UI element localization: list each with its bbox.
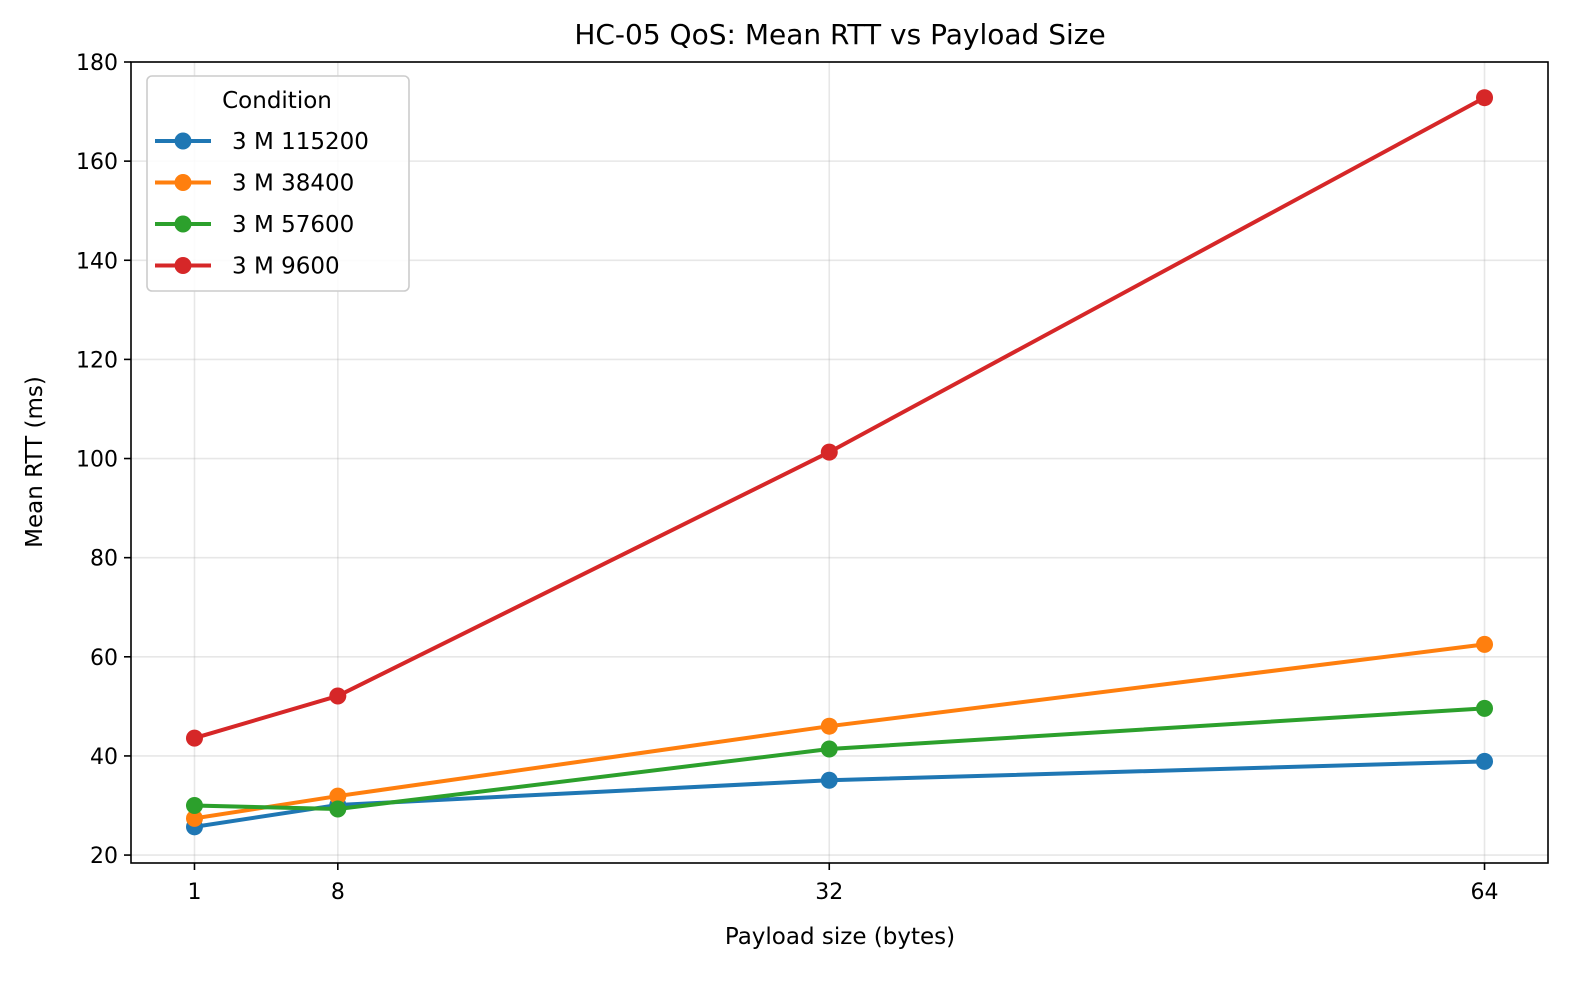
legend-title: Condition — [222, 88, 332, 114]
y-axis: 20 40 60 80 100 120 140 160 180 — [76, 51, 131, 869]
series-line — [192, 759, 1487, 830]
data-point — [329, 787, 347, 805]
x-tick-label: 8 — [331, 880, 345, 905]
series-layer — [185, 89, 1494, 836]
legend-swatch-marker — [174, 132, 192, 150]
data-point — [820, 717, 838, 735]
legend-swatch-marker — [174, 257, 192, 274]
legend-swatch-marker — [174, 174, 192, 191]
legend-entry: 3 M 57600 — [155, 212, 354, 238]
data-point — [820, 740, 838, 758]
data-point — [820, 771, 838, 789]
legend-entry: 3 M 38400 — [155, 171, 354, 197]
legend-label: 3 M 38400 — [232, 171, 354, 197]
data-point — [185, 809, 203, 827]
y-tick-label: 80 — [90, 547, 118, 572]
data-point — [185, 729, 203, 747]
x-axis: 1 8 32 64 — [187, 863, 1499, 905]
series-line — [191, 94, 1488, 741]
y-tick-label: 20 — [90, 844, 118, 869]
data-point — [1476, 89, 1494, 107]
grid — [131, 61, 1548, 863]
y-axis-label: Mean RTT (ms) — [22, 376, 48, 548]
data-point — [820, 443, 838, 461]
series-2 — [185, 699, 1494, 818]
data-point — [329, 687, 347, 705]
legend-label: 3 M 115200 — [232, 129, 369, 155]
legend-box — [146, 75, 410, 292]
plot-frame — [130, 61, 1549, 864]
x-axis-label: Payload size (bytes) — [725, 924, 955, 950]
y-tick-label: 60 — [90, 646, 118, 671]
y-tick-label: 160 — [76, 150, 118, 175]
chart-title: HC-05 QoS: Mean RTT vs Payload Size — [574, 18, 1105, 51]
data-point — [1476, 752, 1494, 770]
data-point — [185, 797, 203, 815]
legend-entries: 3 M 115200 3 M 38400 3 M 57600 3 M 9600 — [155, 129, 369, 280]
data-point — [1476, 699, 1494, 717]
y-tick-label: 40 — [90, 745, 118, 770]
legend-entry: 3 M 9600 — [155, 254, 340, 280]
y-tick-label: 120 — [76, 348, 118, 373]
legend-entry: 3 M 115200 — [155, 129, 369, 155]
series-line — [192, 706, 1487, 811]
series-3 — [185, 89, 1494, 747]
legend-label: 3 M 57600 — [232, 212, 354, 238]
legend-label: 3 M 9600 — [232, 254, 340, 280]
legend-swatch-marker — [174, 215, 192, 233]
y-tick-label: 100 — [76, 448, 118, 473]
data-point — [329, 800, 347, 818]
y-tick-label: 140 — [76, 249, 118, 274]
x-tick-label: 32 — [815, 880, 843, 905]
data-point — [1476, 635, 1494, 653]
y-tick-label: 180 — [76, 51, 118, 76]
x-tick-label: 64 — [1471, 880, 1499, 905]
x-tick-label: 1 — [187, 880, 201, 905]
